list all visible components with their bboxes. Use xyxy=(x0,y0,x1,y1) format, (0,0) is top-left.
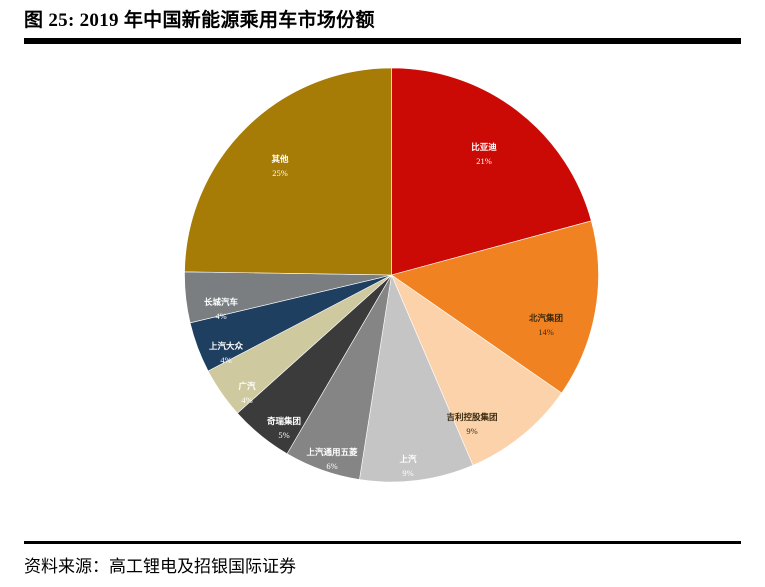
pie-slice-label: 广汽 xyxy=(238,381,256,391)
footer-rule xyxy=(24,541,741,544)
pie-slice-value: 14% xyxy=(538,327,554,337)
pie-slice-label: 比亚迪 xyxy=(471,142,497,152)
pie-slice-value: 4% xyxy=(241,395,252,405)
pie-slice[interactable] xyxy=(390,274,562,466)
pie-slice[interactable] xyxy=(391,67,592,276)
pie-slice-label: 上汽 xyxy=(399,454,417,464)
pie-slice-label: 吉利控股集团 xyxy=(446,412,497,422)
pie-slice-label: 奇瑞集团 xyxy=(267,416,301,426)
pie-slice-value: 21% xyxy=(476,156,492,166)
pie-slice-value: 9% xyxy=(466,426,477,436)
pie-slice-value: 25% xyxy=(272,168,288,178)
pie-slice-group xyxy=(184,67,599,483)
pie-slice[interactable] xyxy=(390,220,599,394)
pie-slice-label: 上汽大众 xyxy=(209,341,244,351)
pie-slice-label: 长城汽车 xyxy=(204,297,239,307)
pie-slice-value: 9% xyxy=(402,468,413,478)
page-title: 图 25: 2019 年中国新能源乘用车市场份额 xyxy=(24,10,375,31)
pie-slice[interactable] xyxy=(359,273,474,483)
pie-label-group: 比亚迪 21% 北汽集团 14% 吉利控股集团 9% 上汽 9% 上汽通用五菱 6% 奇瑞集团 5% 广… xyxy=(204,142,563,478)
pie-slice[interactable] xyxy=(184,67,392,276)
pie-slice-label: 北汽集团 xyxy=(529,313,563,323)
source-note: 资料来源：高工锂电及招银国际证券 xyxy=(24,557,296,576)
pie-slice-value: 5% xyxy=(278,430,289,440)
pie-slice-value: 4% xyxy=(215,311,226,321)
title-rule-thin xyxy=(24,43,741,44)
pie-chart-svg: 比亚迪 21% 北汽集团 14% 吉利控股集团 9% 上汽 9% 上汽通用五菱 6% 奇瑞集团 5% 广… xyxy=(184,67,599,483)
pie-slice-label: 其他 xyxy=(271,154,289,164)
title-rule-thick xyxy=(24,38,741,43)
pie-slice-value: 4% xyxy=(220,355,231,365)
pie-slice-label: 上汽通用五菱 xyxy=(306,447,358,457)
pie-chart: 比亚迪 21% 北汽集团 14% 吉利控股集团 9% 上汽 9% 上汽通用五菱 6% 奇瑞集团 5% 广… xyxy=(184,60,599,490)
pie-slice-value: 6% xyxy=(326,461,337,471)
chart-area: 比亚迪 21% 北汽集团 14% 吉利控股集团 9% 上汽 9% 上汽通用五菱 6% 奇瑞集团 5% 广… xyxy=(24,52,741,532)
